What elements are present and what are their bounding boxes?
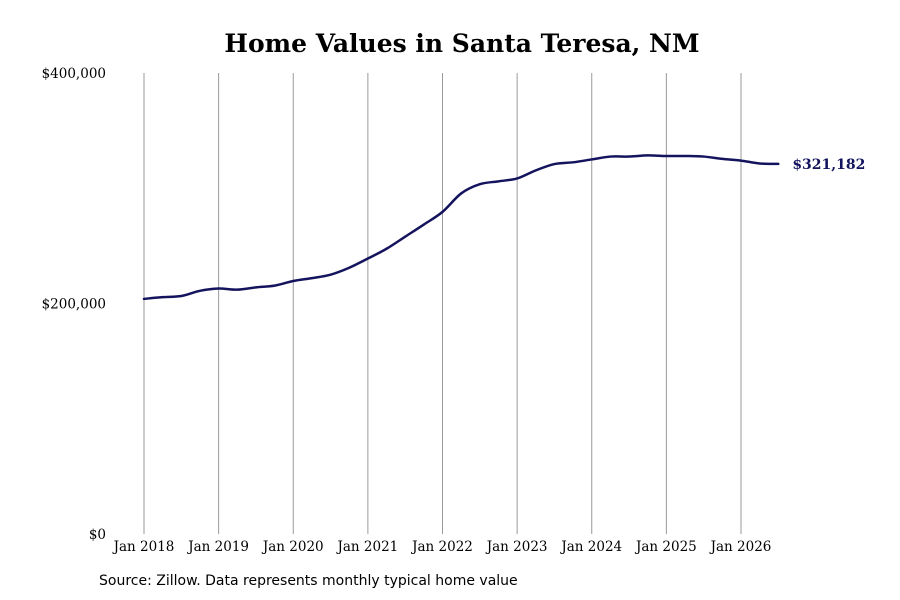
y-tick-label: $0 [89,527,106,543]
chart-title: Home Values in Santa Teresa, NM [224,29,699,58]
series-line [142,154,780,301]
x-axis: Jan 2018 Jan 2019 Jan 2020 Jan 2021 Jan 2022… [112,539,772,555]
y-tick-label: $200,000 [42,297,106,313]
x-tick-label: Jan 2022 [410,539,473,555]
x-tick-label: Jan 2023 [485,539,548,555]
x-tick-label: Jan 2025 [634,539,697,555]
x-tick-label: Jan 2019 [186,539,249,555]
series-layer: $321,182 [142,154,865,301]
x-tick-label: Jan 2026 [709,539,772,555]
gridlines [143,73,742,534]
x-tick-label: Jan 2020 [261,539,324,555]
x-tick-label: Jan 2018 [112,539,175,555]
source-note: Source: Zillow. Data represents monthly … [99,573,518,589]
y-tick-label: $400,000 [42,66,106,82]
y-axis: $0 $200,000 $400,000 [42,66,106,543]
series-end-label: $321,182 [792,157,865,173]
x-tick-label: Jan 2024 [559,539,622,555]
x-tick-label: Jan 2021 [335,539,398,555]
